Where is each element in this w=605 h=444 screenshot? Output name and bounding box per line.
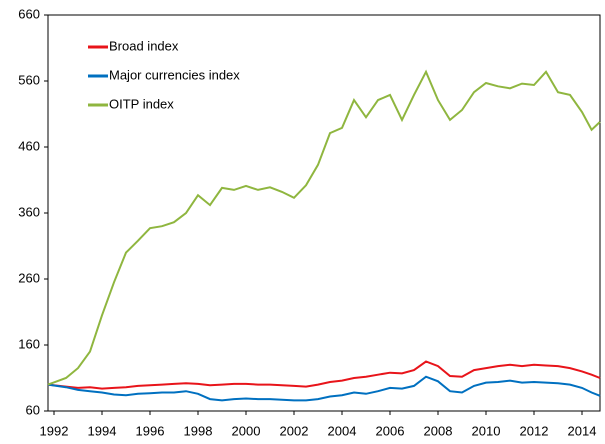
x-tick-label: 2000 [232,423,261,438]
x-tick-label: 2006 [376,423,405,438]
y-tick-label: 460 [18,138,40,153]
series-line [47,69,601,386]
x-tick-label: 2010 [472,423,501,438]
x-tick-label: 2002 [280,423,309,438]
x-tick-label: 1996 [136,423,165,438]
x-tick-label: 1998 [184,423,213,438]
legend-label: OITP index [109,96,174,111]
x-tick-label: 1994 [88,423,117,438]
x-tick-label: 2014 [568,423,597,438]
y-tick-label: 160 [18,336,40,351]
series-line [47,375,601,402]
legend-label: Broad index [109,38,179,53]
x-tick-label: 2008 [424,423,453,438]
series-line [47,360,601,390]
y-tick-label: 60 [26,402,40,417]
legend-label: Major currencies index [109,67,240,82]
x-tick-label: 1992 [40,423,69,438]
y-tick-label: 260 [18,270,40,285]
x-tick-label: 2004 [328,423,357,438]
x-tick-label: 2012 [520,423,549,438]
y-tick-label: 660 [18,6,40,21]
y-tick-label: 360 [18,204,40,219]
y-tick-label: 560 [18,72,40,87]
